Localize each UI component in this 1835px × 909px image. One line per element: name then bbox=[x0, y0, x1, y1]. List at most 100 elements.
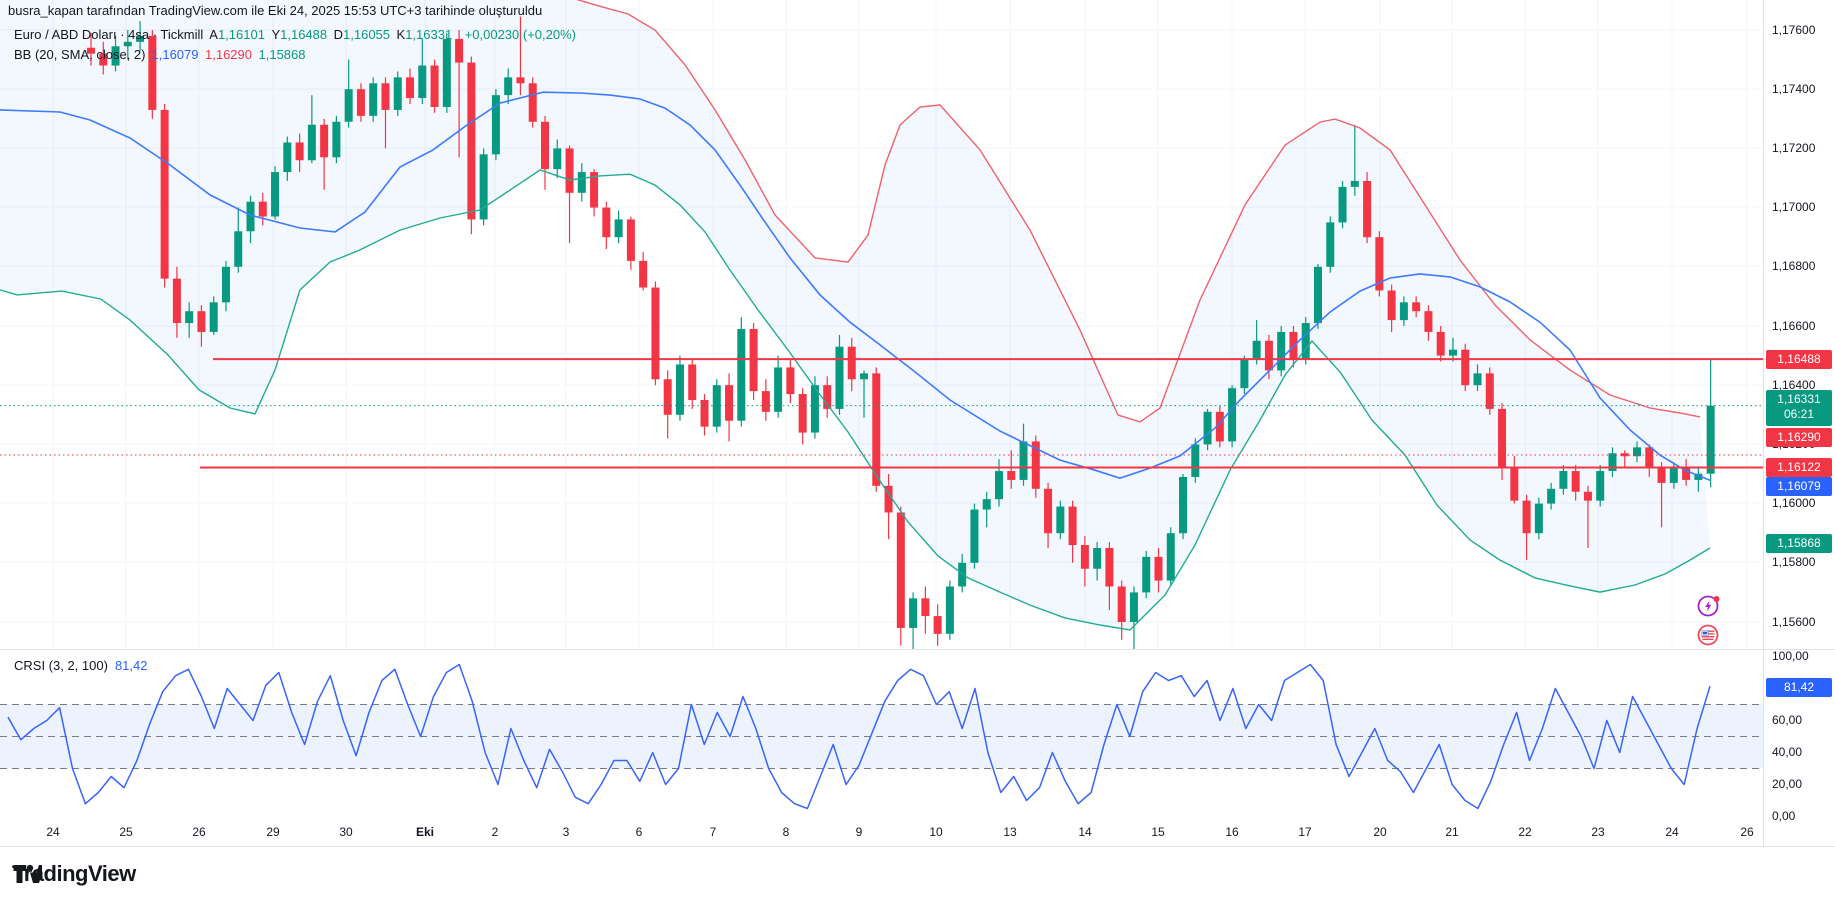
countdown-text: 06:21 bbox=[1783, 407, 1815, 421]
bb-fill bbox=[0, 0, 1710, 630]
candle-body bbox=[1363, 180, 1372, 238]
candle-body bbox=[884, 485, 893, 513]
symbol-legend[interactable]: Euro / ABD Doları · 4sa · Tickmill A1,16… bbox=[14, 26, 576, 66]
candle-body bbox=[209, 302, 218, 332]
price-badge: 81,42 bbox=[1766, 678, 1832, 697]
bb-label[interactable]: BB (20, SMA, close, 2) bbox=[14, 47, 146, 62]
candle-body bbox=[1633, 447, 1642, 457]
pane-divider[interactable] bbox=[0, 649, 1835, 650]
candle-body bbox=[1252, 340, 1261, 359]
candle-body bbox=[99, 53, 108, 66]
bb-values: 1,16079 1,16290 1,15868 bbox=[152, 46, 313, 64]
candle-body bbox=[860, 373, 869, 380]
price-badge: 1,16331 06:21 bbox=[1766, 390, 1832, 426]
bb-upper-line[interactable] bbox=[0, 0, 1701, 423]
candle-body bbox=[540, 121, 549, 170]
candle-body bbox=[172, 278, 181, 324]
candle-body bbox=[982, 499, 991, 510]
candle-body bbox=[1080, 545, 1089, 569]
candle-body bbox=[1068, 506, 1077, 546]
bb-basis-line[interactable] bbox=[0, 91, 1711, 481]
bb-value: 1,15868 bbox=[258, 47, 312, 62]
symbol-title[interactable]: Euro / ABD Doları · 4sa · Tickmill bbox=[14, 27, 204, 42]
candle-body bbox=[1645, 447, 1654, 469]
us-flag-event-icon[interactable] bbox=[1697, 623, 1721, 647]
candle-body bbox=[1559, 471, 1568, 489]
time-label: 6 bbox=[635, 825, 643, 839]
candle-body bbox=[1093, 548, 1102, 569]
bb-legend-row[interactable]: BB (20, SMA, close, 2) 1,16079 1,16290 1… bbox=[14, 46, 576, 64]
crsi-line[interactable] bbox=[7, 663, 1711, 810]
time-label: 24 bbox=[1665, 825, 1679, 839]
candle-body bbox=[455, 38, 464, 63]
symbol-legend-row[interactable]: Euro / ABD Doları · 4sa · Tickmill A1,16… bbox=[14, 26, 576, 44]
candle-body bbox=[1215, 411, 1224, 442]
candle-body bbox=[234, 231, 243, 267]
candle-body bbox=[295, 142, 304, 161]
time-label: 2 bbox=[491, 825, 499, 839]
time-axis[interactable]: 24 25 26 29 30 Eki 2 3 6 7 8 9 10 13 14 15 16 17 20 21 22 23 2… bbox=[0, 820, 1763, 846]
time-label: 8 bbox=[782, 825, 790, 839]
candle-body bbox=[1350, 180, 1359, 187]
candle-body bbox=[283, 142, 292, 173]
candle-body bbox=[835, 346, 844, 409]
time-label: 9 bbox=[855, 825, 863, 839]
candle-body bbox=[1498, 408, 1507, 469]
bb-lower-line[interactable] bbox=[0, 169, 1711, 631]
candle-body bbox=[185, 311, 194, 324]
time-label: 26 bbox=[192, 825, 206, 839]
candle-body bbox=[1510, 468, 1519, 501]
candle-body bbox=[921, 598, 930, 617]
candle-body bbox=[1669, 468, 1678, 483]
price-pane[interactable] bbox=[0, 0, 1763, 650]
candle-body bbox=[1203, 411, 1212, 445]
candle-body bbox=[1007, 471, 1016, 480]
change-value: +0,00230 (+0,20%) bbox=[464, 27, 576, 42]
price-tick-label: 40,00 bbox=[1772, 745, 1803, 759]
ohlc-value: 1,16488 bbox=[280, 27, 334, 42]
price-axis[interactable]: 1,17600 1,17400 1,17200 1,17000 1,16800 1,166… bbox=[1763, 0, 1835, 846]
crsi-pane[interactable] bbox=[0, 650, 1763, 820]
price-tick-label: 1,17400 bbox=[1772, 82, 1816, 96]
price-tick-label: 1,17600 bbox=[1772, 23, 1816, 37]
candle-body bbox=[418, 65, 427, 99]
candle-body bbox=[786, 367, 795, 395]
candle-body bbox=[356, 89, 365, 116]
candle-body bbox=[774, 367, 783, 412]
ohlc-value: 1,16055 bbox=[343, 27, 397, 42]
crsi-legend[interactable]: CRSI (3, 2, 100) 81,42 bbox=[14, 658, 147, 673]
bb-value: 1,16290 bbox=[205, 47, 259, 62]
candle-body bbox=[565, 148, 574, 193]
candle-body bbox=[994, 471, 1003, 500]
ohlc-values: A1,16101 Y1,16488 D1,16055 K1,16331 bbox=[209, 26, 458, 44]
time-label: 14 bbox=[1078, 825, 1092, 839]
candle-body bbox=[945, 586, 954, 634]
candle-body bbox=[516, 77, 525, 84]
price-badge: 1,16079 bbox=[1766, 477, 1832, 496]
time-label: 29 bbox=[266, 825, 280, 839]
candle-body bbox=[504, 77, 513, 96]
candle-body bbox=[307, 124, 316, 161]
candle-body bbox=[123, 41, 132, 47]
candle-body bbox=[1019, 441, 1028, 480]
candle-body bbox=[479, 154, 488, 220]
alert-lightning-icon[interactable] bbox=[1697, 594, 1721, 618]
candle-body bbox=[1228, 388, 1237, 442]
candle-body bbox=[614, 219, 623, 238]
candle-body bbox=[1387, 290, 1396, 321]
candle-body bbox=[1142, 556, 1151, 593]
candle-body bbox=[1461, 349, 1470, 386]
crsi-label[interactable]: CRSI (3, 2, 100) bbox=[14, 658, 108, 673]
candle-body bbox=[344, 89, 353, 122]
candle-body bbox=[258, 201, 267, 217]
candle-body bbox=[1608, 453, 1617, 472]
candle-body bbox=[393, 77, 402, 110]
candle-body bbox=[467, 62, 476, 220]
time-label: 10 bbox=[929, 825, 943, 839]
time-label: 20 bbox=[1373, 825, 1387, 839]
candle-body bbox=[1694, 473, 1703, 480]
tradingview-logo[interactable]: TradingView bbox=[12, 861, 136, 887]
candle-body bbox=[1534, 503, 1543, 534]
time-label: 7 bbox=[709, 825, 717, 839]
